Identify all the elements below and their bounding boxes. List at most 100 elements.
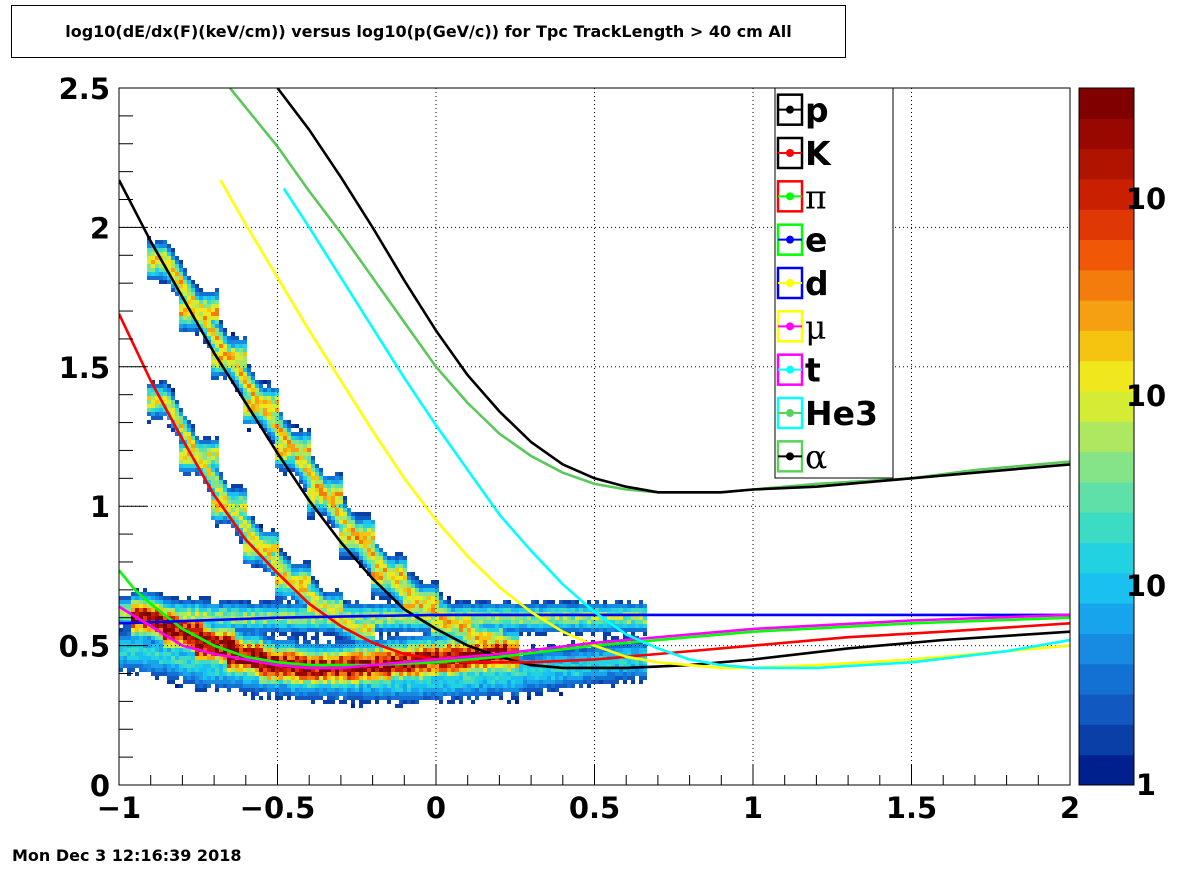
heat-cell [203,440,207,444]
heat-cell [255,388,259,392]
heat-cell [451,696,455,700]
heat-cell [435,632,439,636]
heat-cell [259,644,263,648]
heat-cell [499,644,503,648]
heat-cell [235,380,239,384]
heat-cell [339,700,343,704]
heat-cell [139,640,143,644]
heat-cell [259,688,263,692]
heat-cell [407,584,411,588]
heat-cell [395,616,399,620]
heat-cell [267,552,271,556]
heat-cell [219,680,223,684]
heat-cell [331,504,335,508]
heat-cell [567,656,571,660]
heat-cell [215,328,219,332]
heat-cell [395,572,399,576]
heat-cell [139,656,143,660]
heat-cell [639,628,643,632]
heat-cell [507,624,511,628]
heat-cell [587,672,591,676]
heat-cell [303,624,307,628]
heat-cell [343,548,347,552]
heat-cell [231,636,235,640]
heat-cell [395,568,399,572]
heat-cell [451,688,455,692]
heat-cell [603,620,607,624]
heat-cell [527,664,531,668]
heat-cell [251,688,255,692]
heat-cell [443,688,447,692]
heat-cell [323,632,327,636]
heat-cell [199,656,203,660]
heat-cell [227,520,231,524]
heat-cell [155,616,159,620]
heat-cell [211,320,215,324]
heat-cell [195,292,199,296]
heat-cell [367,528,371,532]
heat-cell [159,248,163,252]
heat-cell [271,532,275,536]
heat-cell [599,648,603,652]
colorbar-label: 10 [1126,182,1166,216]
heat-cell [243,632,247,636]
heat-cell [219,368,223,372]
heat-cell [403,568,407,572]
heat-cell [367,552,371,556]
heat-cell [391,560,395,564]
heat-cell [263,672,267,676]
heat-cell [335,520,339,524]
heat-cell [351,704,355,708]
heat-cell [303,644,307,648]
heat-cell [615,624,619,628]
heat-cell [255,404,259,408]
heat-cell [403,628,407,632]
heat-cell [139,608,143,612]
heat-cell [171,412,175,416]
heat-cell [379,616,383,620]
heat-cell [199,684,203,688]
heat-cell [399,700,403,704]
heat-cell [643,660,647,664]
heat-cell [379,548,383,552]
heat-cell [183,324,187,328]
heat-cell [135,660,139,664]
heat-cell [491,628,495,632]
heat-cell [239,636,243,640]
heat-cell [187,600,191,604]
heat-cell [447,688,451,692]
heat-cell [227,348,231,352]
heat-cell [619,648,623,652]
heat-cell [575,676,579,680]
heat-cell [131,660,135,664]
heat-cell [219,616,223,620]
heat-cell [211,460,215,464]
heat-cell [199,644,203,648]
heat-cell [207,676,211,680]
heat-cell [307,460,311,464]
heat-cell [183,428,187,432]
heat-cell [371,520,375,524]
heat-cell [227,624,231,628]
heat-cell [431,596,435,600]
heat-cell [211,456,215,460]
heat-cell [467,604,471,608]
heat-cell [351,532,355,536]
heat-cell [319,608,323,612]
heat-cell [307,472,311,476]
heat-cell [595,668,599,672]
heat-cell [291,652,295,656]
heat-cell [299,668,303,672]
heat-cell [547,688,551,692]
heat-cell [295,568,299,572]
heat-cell [259,600,263,604]
heat-cell [247,636,251,640]
heat-cell [263,532,267,536]
heat-cell [211,472,215,476]
heat-cell [323,508,327,512]
heat-cell [271,668,275,672]
heat-cell [555,620,559,624]
heat-cell [239,620,243,624]
heat-cell [307,640,311,644]
heat-cell [207,672,211,676]
